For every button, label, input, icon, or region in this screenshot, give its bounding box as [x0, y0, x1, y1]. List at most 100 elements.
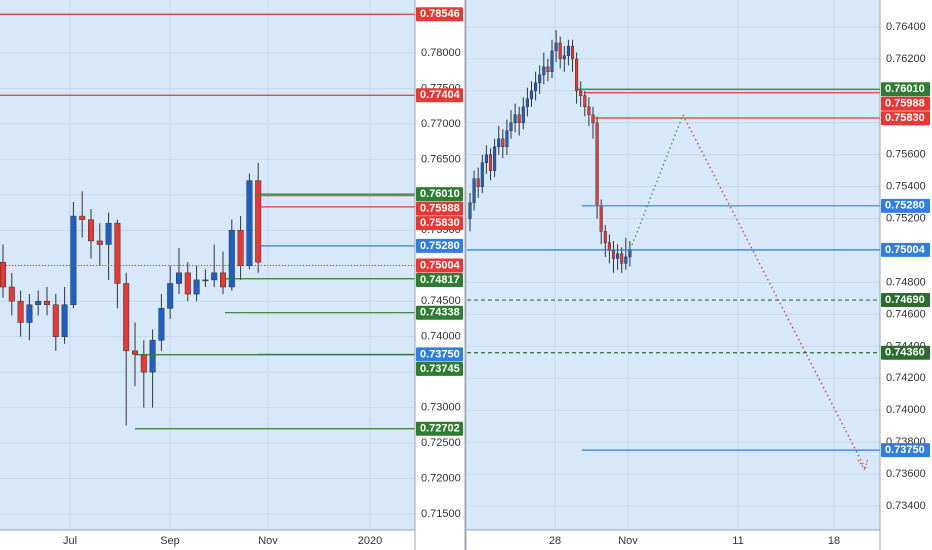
candle-body: [228, 230, 235, 288]
candle-body: [558, 42, 562, 60]
level-label: 0.73750: [885, 444, 925, 456]
level-badge: [416, 421, 463, 436]
level-label: 0.75004: [885, 244, 926, 256]
candle-body: [88, 219, 94, 242]
level-badge: [416, 216, 463, 231]
y-tick-label: 0.74200: [886, 372, 926, 384]
y-tick-label: 0.73400: [886, 500, 926, 512]
candle-body: [628, 250, 632, 258]
candle-body: [484, 154, 488, 163]
candle-body: [8, 286, 15, 302]
x-tick-label: 18: [828, 535, 840, 547]
candle-body: [534, 82, 538, 92]
level-badge: [416, 305, 463, 320]
y-tick-label: 0.75400: [886, 181, 926, 193]
candle-body: [96, 240, 103, 245]
candle-body: [505, 130, 509, 148]
candle-body: [123, 283, 130, 352]
y-tick-label: 0.76500: [421, 153, 461, 165]
x-tick-label: Jul: [63, 535, 77, 547]
candle-body: [176, 272, 182, 284]
level-badge: [416, 361, 463, 376]
level-badge: [881, 96, 930, 111]
candle-body: [472, 178, 476, 203]
candle-body: [542, 66, 546, 76]
candle-body: [624, 256, 628, 264]
candle-body: [488, 154, 493, 171]
candle-body: [525, 98, 529, 108]
level-badge: [416, 258, 463, 273]
candle-body: [616, 253, 620, 259]
candle-body: [480, 162, 484, 187]
candle-body: [509, 122, 513, 132]
level-badge: [881, 111, 930, 126]
x-tick-label: 2020: [358, 535, 382, 547]
candle-body: [255, 180, 262, 263]
level-label: 0.77404: [420, 89, 461, 101]
candle-body: [17, 300, 24, 323]
candle-body: [202, 279, 209, 282]
level-badge: [416, 238, 463, 253]
candle-body: [493, 146, 497, 171]
candle-body: [607, 242, 611, 251]
candle-body: [587, 106, 591, 116]
candle-body: [554, 42, 558, 52]
candle-body: [562, 55, 566, 60]
candle-body: [193, 279, 200, 295]
candle-body: [529, 90, 534, 100]
level-badge: [416, 7, 463, 22]
level-badge: [416, 347, 463, 362]
candle-body: [603, 231, 607, 243]
level-label: 0.76010: [420, 188, 460, 200]
candle-body: [220, 272, 226, 288]
level-label: 0.73750: [420, 348, 460, 360]
level-label: 0.73745: [420, 363, 460, 375]
candle-body: [595, 122, 599, 207]
level-label: 0.75988: [885, 98, 925, 110]
projection-arrow: [857, 457, 869, 472]
y-tick-label: 0.74800: [886, 276, 926, 288]
level-badge: [416, 187, 463, 202]
level-badge: [416, 88, 463, 103]
candle-body: [550, 50, 554, 72]
level-label: 0.74817: [420, 274, 460, 286]
candle-body: [61, 304, 68, 337]
x-tick-label: 11: [732, 535, 743, 547]
y-tick-label: 0.76200: [886, 53, 926, 65]
level-label: 0.75280: [885, 200, 925, 212]
y-tick-label: 0.74600: [886, 308, 926, 320]
y-tick-label: 0.72000: [421, 472, 461, 484]
candle-body: [211, 272, 218, 281]
level-label: 0.74338: [420, 307, 460, 319]
level-label: 0.75988: [420, 203, 460, 215]
level-label: 0.75830: [885, 112, 925, 124]
y-tick-label: 0.75200: [886, 213, 926, 225]
y-tick-label: 0.74000: [421, 331, 461, 343]
candle-body: [167, 283, 174, 309]
y-tick-label: 0.74000: [886, 404, 926, 416]
candle-body: [52, 304, 59, 337]
candle-body: [591, 114, 595, 124]
level-label: 0.75830: [420, 217, 460, 229]
level-label: 0.74690: [885, 294, 925, 306]
candle-body: [132, 350, 138, 355]
panel: 0.715000.720000.725000.730000.735000.740…: [0, 0, 465, 550]
level-badge: [881, 345, 930, 360]
y-tick-label: 0.75600: [886, 149, 926, 161]
y-tick-label: 0.78000: [421, 47, 461, 59]
candle-body: [517, 114, 521, 124]
x-tick-label: Sep: [160, 535, 180, 547]
candle-body: [0, 261, 6, 288]
candle-body: [599, 205, 603, 232]
candle-body: [158, 308, 165, 341]
level-badge: [416, 201, 463, 216]
candle-body: [546, 66, 550, 72]
panel: 0.734000.736000.738000.740000.742000.744…: [467, 0, 932, 550]
level-badge: [881, 198, 930, 213]
candle-body: [611, 250, 616, 259]
y-tick-label: 0.76400: [886, 21, 926, 33]
candle-body: [497, 138, 501, 148]
y-tick-label: 0.74500: [421, 295, 461, 307]
